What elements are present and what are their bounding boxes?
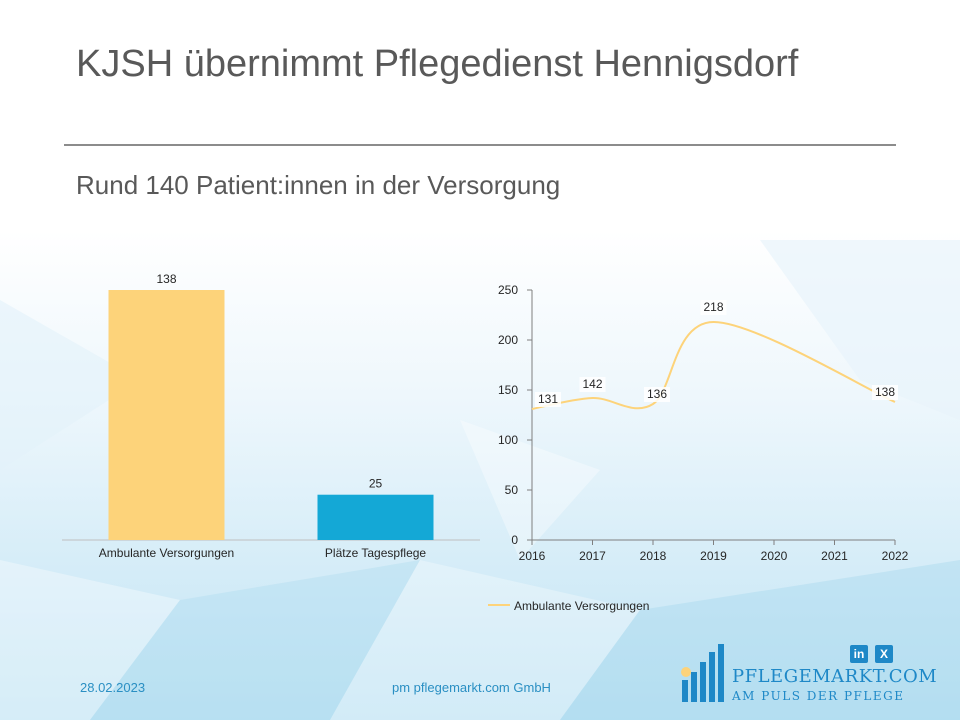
bar-data-label: 25 — [369, 477, 383, 491]
line-data-label: 142 — [582, 377, 602, 391]
bar-2 — [317, 494, 434, 540]
bar-category-label: Ambulante Versorgungen — [99, 546, 234, 560]
line-data-label-bg — [535, 392, 561, 407]
line-data-label-bg — [579, 377, 606, 392]
x-tick-label: 2019 — [700, 549, 727, 563]
x-tick-label: 2020 — [761, 549, 788, 563]
x-tick-label: 2021 — [821, 549, 848, 563]
xing-icon[interactable]: X — [875, 645, 893, 663]
line-data-label-bg — [644, 387, 670, 402]
bar-chart-logo-icon — [681, 644, 724, 702]
bar-category-label: Plätze Tagespflege — [325, 546, 427, 560]
x-tick-label: 2017 — [579, 549, 606, 563]
line-data-label: 218 — [703, 300, 723, 314]
line-data-label: 131 — [538, 392, 558, 406]
bar-data-label: 138 — [156, 272, 176, 286]
logo-name: PFLEGEMARKT.COM — [732, 666, 938, 687]
line-data-label-bg — [872, 385, 898, 400]
linkedin-icon[interactable]: in — [850, 645, 868, 663]
y-tick-label: 50 — [505, 483, 519, 497]
y-tick-label: 250 — [498, 283, 518, 297]
x-tick-label: 2018 — [640, 549, 667, 563]
footer-date: 28.02.2023 — [80, 680, 146, 695]
y-tick-label: 100 — [498, 433, 518, 447]
slide-title: KJSH übernimmt Pflegedienst Hennigsdorf — [76, 43, 799, 85]
y-tick-label: 200 — [498, 333, 518, 347]
legend-label: Ambulante Versorgungen — [514, 599, 649, 613]
slide-subtitle: Rund 140 Patient:innen in der Versorgung — [76, 170, 561, 200]
footer-company: pm pflegemarkt.com GmbH — [392, 680, 551, 695]
x-tick-label: 2022 — [882, 549, 909, 563]
line-data-label: 136 — [647, 387, 667, 401]
line-data-label: 138 — [875, 385, 895, 399]
line-series-ambulante — [531, 320, 896, 410]
x-tick-label: 2016 — [519, 549, 546, 563]
logo-tagline: AM PULS DER PFLEGE — [732, 689, 905, 703]
y-tick-label: 0 — [511, 533, 518, 547]
bar-1 — [108, 290, 225, 540]
title-divider — [64, 144, 896, 146]
y-tick-label: 150 — [498, 383, 518, 397]
line-data-label-bg — [700, 300, 727, 315]
